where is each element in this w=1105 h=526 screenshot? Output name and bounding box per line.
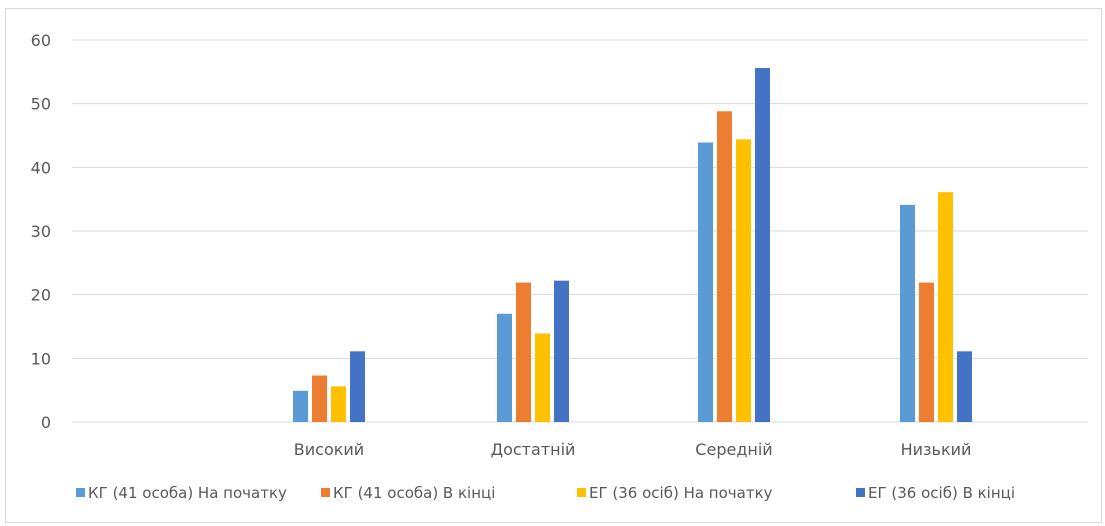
- chart-frame: [5, 8, 1102, 523]
- y-tick-label: 30: [31, 222, 51, 241]
- legend-swatch: [321, 488, 330, 497]
- legend-label: ЕГ (36 осіб) На початку: [589, 484, 773, 502]
- x-tick-label: Середній: [695, 440, 772, 459]
- y-tick-label: 60: [31, 31, 51, 50]
- y-tick-label: 40: [31, 158, 51, 177]
- bar: [755, 68, 770, 422]
- bar: [331, 386, 346, 422]
- bar: [938, 192, 953, 422]
- y-tick-label: 50: [31, 95, 51, 114]
- bar: [554, 280, 569, 422]
- y-tick-label: 10: [31, 349, 51, 368]
- bar: [919, 282, 934, 422]
- bar: [900, 204, 915, 422]
- bar: [293, 390, 308, 422]
- y-tick-label: 0: [41, 413, 51, 432]
- x-tick-label: Високий: [294, 440, 364, 459]
- legend-swatch: [856, 488, 865, 497]
- bar: [535, 333, 550, 422]
- legend-label: КГ (41 особа) В кінці: [333, 484, 495, 502]
- legend-label: КГ (41 особа) На початку: [88, 484, 287, 502]
- bar: [957, 351, 972, 422]
- bar: [312, 375, 327, 422]
- legend-swatch: [577, 488, 586, 497]
- x-tick-label: Низький: [901, 440, 972, 459]
- legend-label: ЕГ (36 осіб) В кінці: [868, 484, 1015, 502]
- bar: [497, 313, 512, 422]
- legend-swatch: [76, 488, 85, 497]
- bar: [717, 111, 732, 422]
- bar: [350, 351, 365, 422]
- x-tick-label: Достатній: [491, 440, 576, 459]
- y-tick-label: 20: [31, 286, 51, 305]
- bar: [736, 139, 751, 422]
- bar: [516, 282, 531, 422]
- bar: [698, 142, 713, 422]
